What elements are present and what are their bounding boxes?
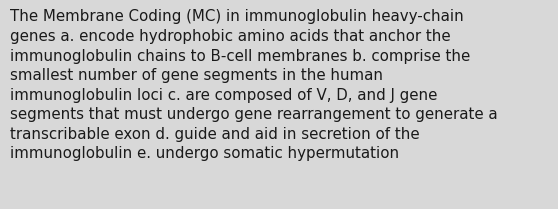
Text: The Membrane Coding (MC) in immunoglobulin heavy-chain
genes a. encode hydrophob: The Membrane Coding (MC) in immunoglobul… (10, 9, 498, 161)
